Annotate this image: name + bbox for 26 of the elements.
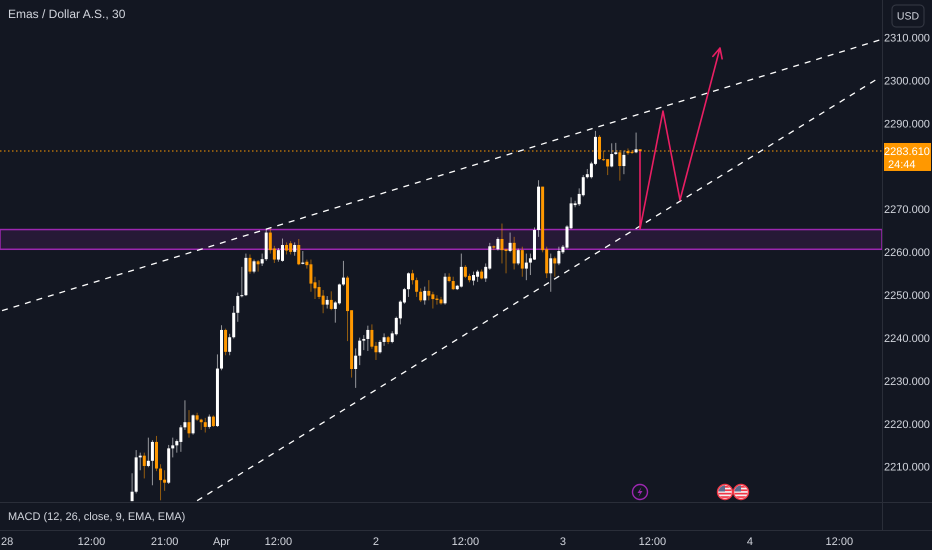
x-tick-label: 12:00 xyxy=(78,536,106,548)
ref-line-label: 2283.610 xyxy=(884,146,930,158)
x-tick-label: 21:00 xyxy=(150,536,178,548)
y-tick-label: 2290.000 xyxy=(884,118,930,130)
x-tick-label: 3 xyxy=(560,536,566,548)
x-tick-label: 12:00 xyxy=(452,536,480,548)
x-tick-label: 2 xyxy=(372,536,380,548)
y-tick-label: 2220.000 xyxy=(884,418,930,431)
y-tick-label: 2270.000 xyxy=(884,204,930,216)
text: 24:44 xyxy=(888,158,916,171)
y-tick-label: 2260.000 xyxy=(884,247,930,260)
x-tick-label: 28 xyxy=(1,536,14,548)
text: MACD (12, 26, close, 9, EMA, EMA) xyxy=(8,510,186,523)
x-tick-label: 12:00 xyxy=(826,536,854,548)
x-tick-label: 12:00 xyxy=(638,536,666,548)
y-tick-label: 2300.000 xyxy=(884,76,930,88)
y-tick-label: 2210.000 xyxy=(884,462,930,474)
x-tick-label: 12:00 xyxy=(264,536,292,548)
text: Emas / Dollar A.S., 30 xyxy=(8,7,126,21)
y-tick-label: 2230.000 xyxy=(884,376,930,388)
y-tick-label: 2240.000 xyxy=(884,332,930,345)
x-tick-label: Apr xyxy=(212,536,230,548)
y-tick-label: 2250.000 xyxy=(884,290,930,302)
y-axis-title: USD xyxy=(896,10,920,23)
x-tick-label: 4 xyxy=(746,536,753,548)
y-tick-label: 2310.000 xyxy=(884,32,930,45)
